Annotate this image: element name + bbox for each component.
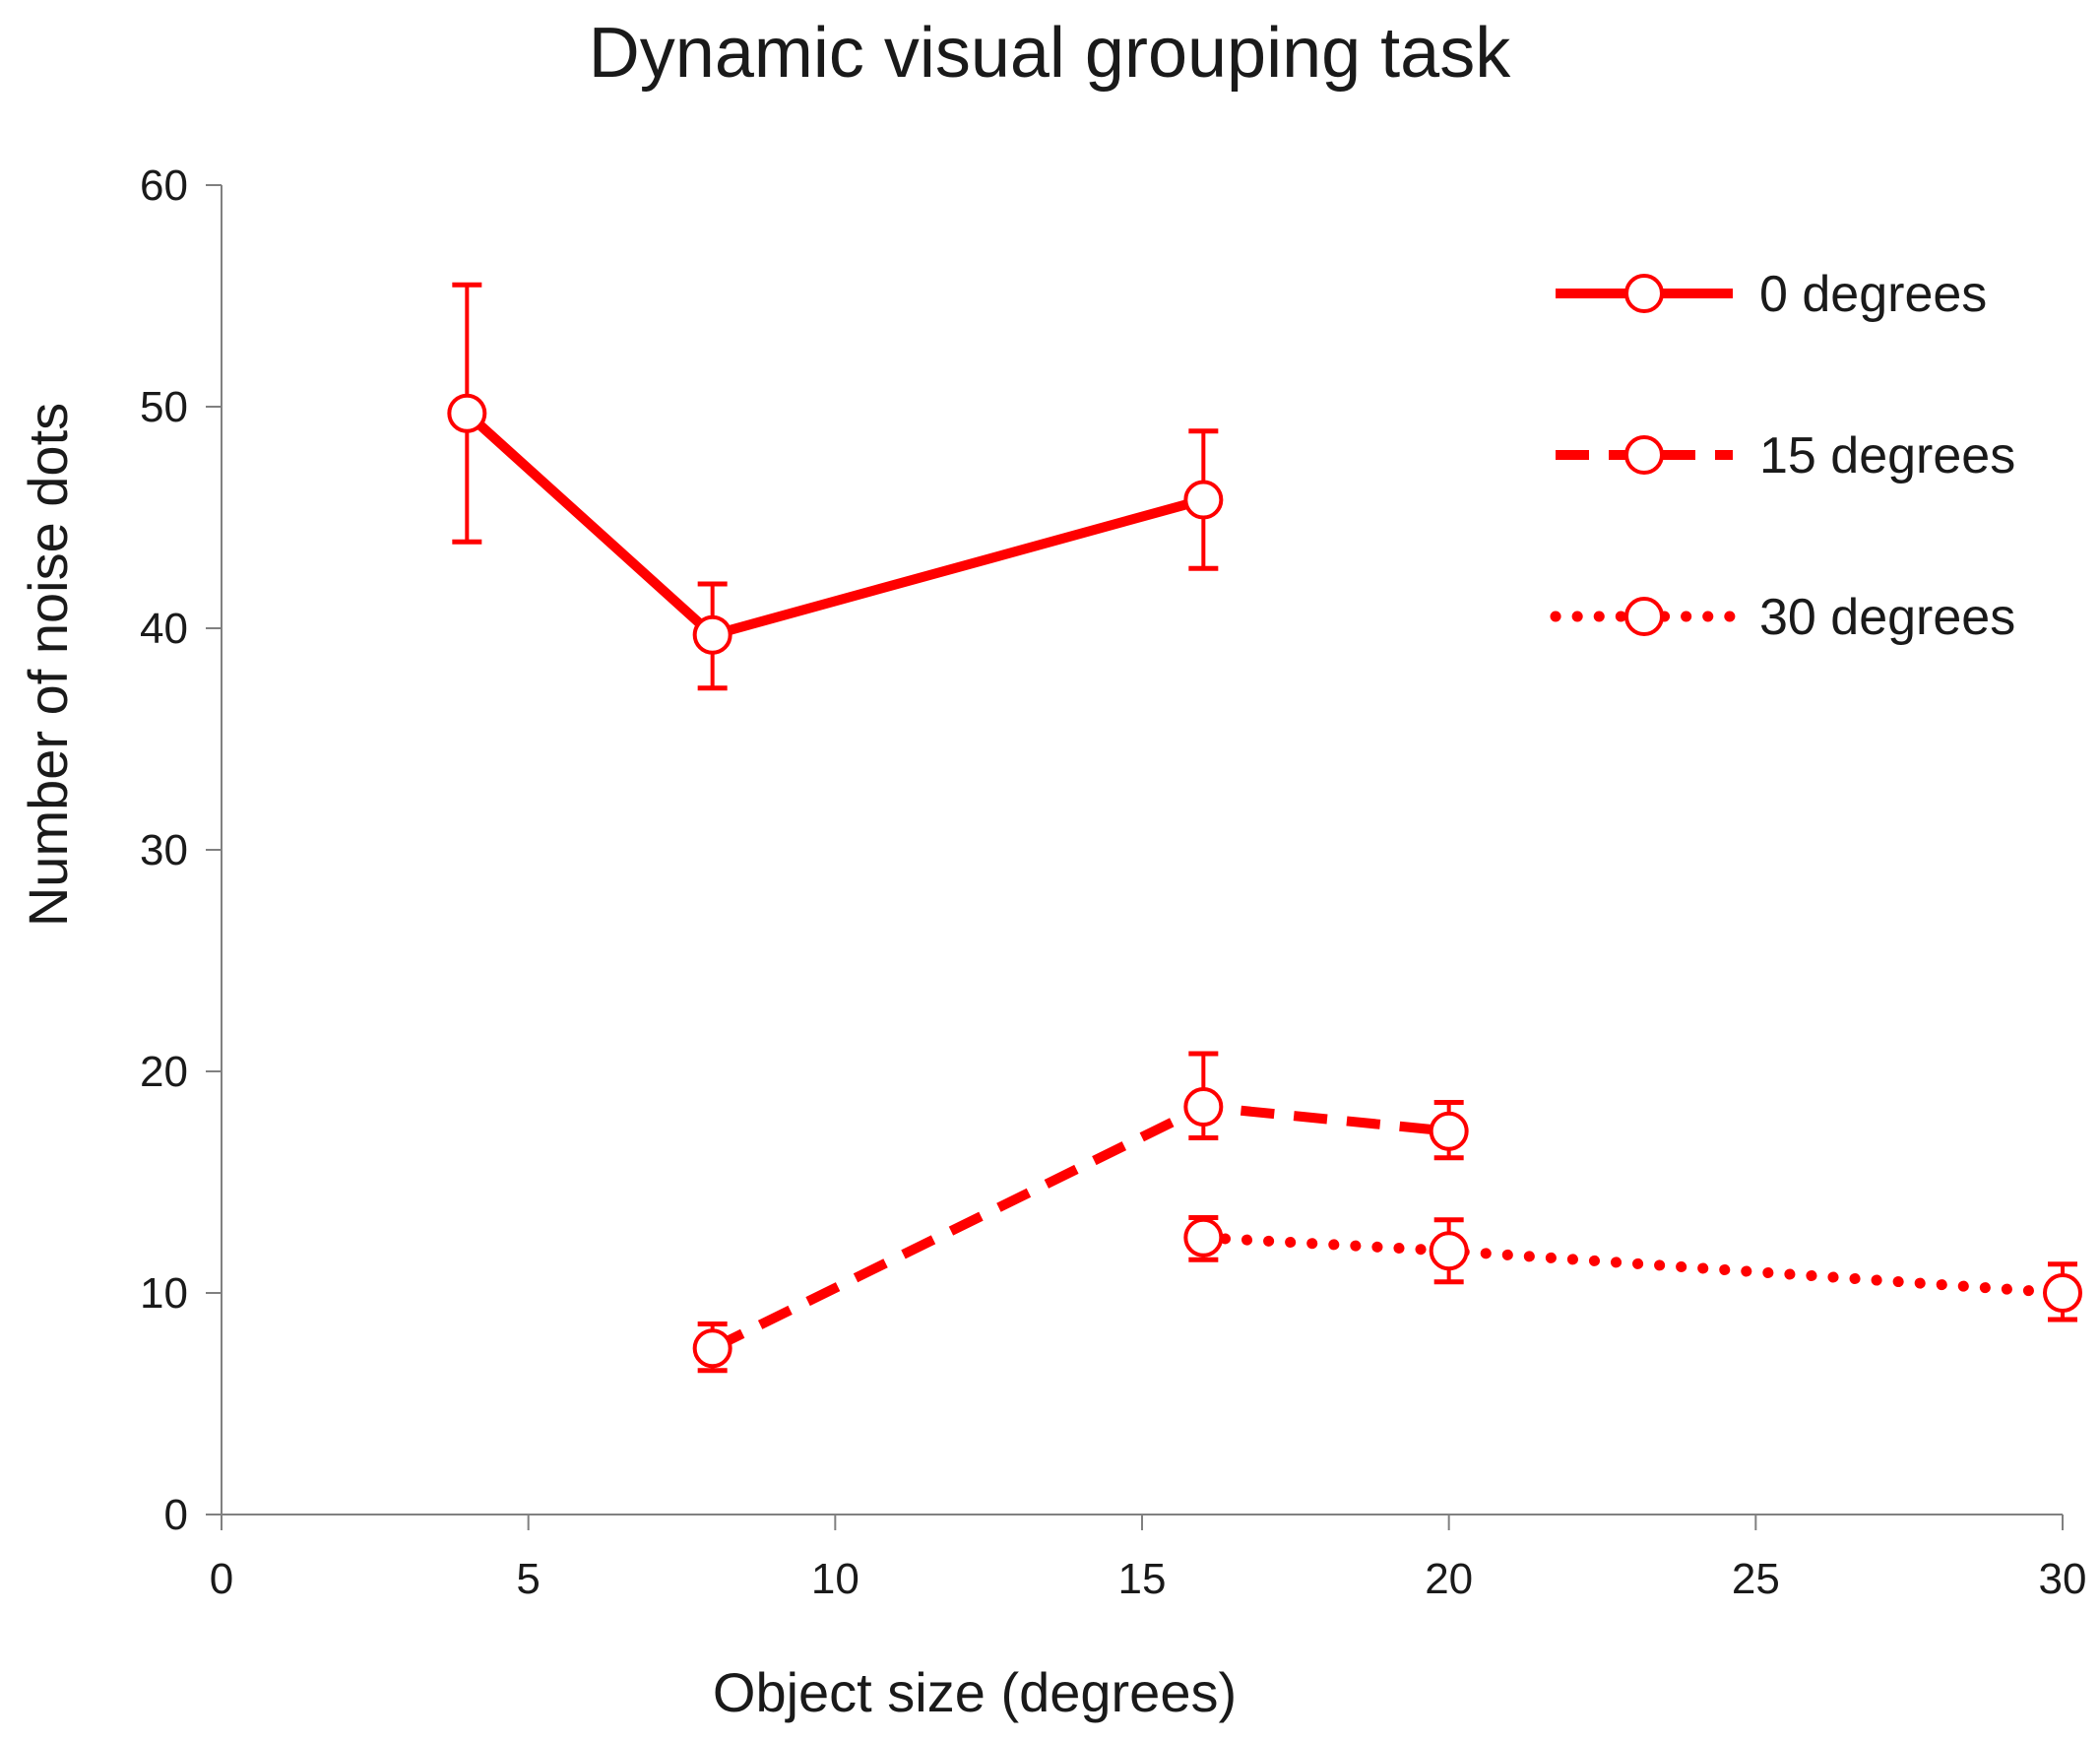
x-tick-label: 25 <box>1732 1555 1780 1603</box>
y-tick-label: 20 <box>140 1048 188 1096</box>
y-tick-label: 10 <box>140 1269 188 1318</box>
y-ticks: 0 10 20 30 40 50 60 <box>140 161 222 1539</box>
data-point <box>692 614 732 655</box>
data-point <box>447 393 487 433</box>
y-tick-label: 30 <box>140 826 188 874</box>
data-point <box>1183 1217 1224 1257</box>
series-30-degrees <box>1183 1215 2082 1322</box>
data-point <box>1429 1231 1469 1271</box>
series-line <box>710 1102 1450 1353</box>
x-tick-label: 15 <box>1118 1555 1167 1603</box>
series-line <box>463 410 1205 640</box>
data-point <box>692 1328 732 1369</box>
legend-marker <box>1624 597 1664 636</box>
legend-item: 15 degrees <box>1556 427 2015 484</box>
legend-marker <box>1624 274 1664 313</box>
series-15-degrees <box>692 1051 1469 1374</box>
series-layer <box>447 282 2082 1374</box>
chart-title: Dynamic visual grouping task <box>589 14 1511 93</box>
y-tick-label: 50 <box>140 383 188 431</box>
y-tick-label: 40 <box>140 605 188 653</box>
data-point <box>1183 480 1224 520</box>
x-tick-label: 5 <box>516 1555 540 1603</box>
legend-item: 0 degrees <box>1556 266 1987 323</box>
y-tick-label: 0 <box>164 1491 188 1539</box>
x-tick-label: 20 <box>1425 1555 1473 1603</box>
legend-marker <box>1624 435 1664 475</box>
axes <box>221 185 2063 1515</box>
legend: 0 degrees 15 degrees 30 degrees <box>1550 266 2015 646</box>
x-tick-label: 30 <box>2039 1555 2087 1603</box>
series-line <box>1197 1232 2068 1299</box>
x-tick-label: 0 <box>210 1555 233 1603</box>
y-tick-label: 60 <box>140 161 188 210</box>
x-tick-label: 10 <box>811 1555 859 1603</box>
x-axis-label: Object size (degrees) <box>713 1661 1237 1723</box>
x-ticks: 0 5 10 15 20 25 30 <box>210 1515 2087 1603</box>
legend-item: 30 degrees <box>1550 589 2015 646</box>
legend-label: 0 degrees <box>1759 266 1987 323</box>
data-point <box>2043 1273 2082 1313</box>
data-point <box>1183 1087 1224 1127</box>
series-0-degrees <box>447 282 1224 691</box>
legend-label: 15 degrees <box>1759 427 2015 484</box>
data-point <box>1429 1111 1469 1151</box>
y-axis-label: Number of noise dots <box>17 403 79 927</box>
legend-label: 30 degrees <box>1759 589 2015 646</box>
